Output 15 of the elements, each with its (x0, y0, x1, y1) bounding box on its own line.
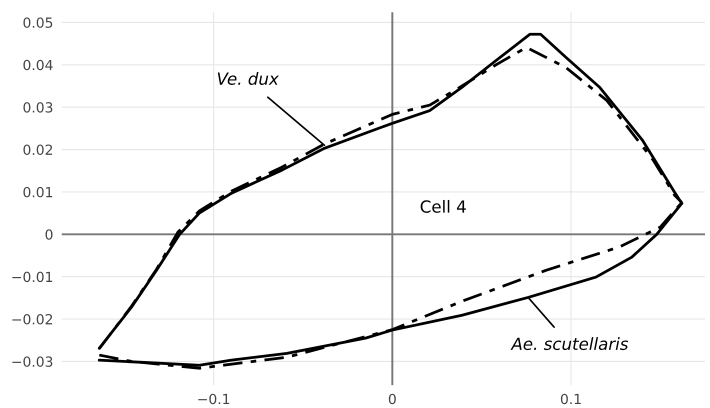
annotation: Ve. dux (218, 72, 279, 85)
x-tick-label: 0 (388, 394, 396, 404)
x-tick-label: 0.1 (560, 394, 581, 404)
annotation: Ae. scutellaris (510, 337, 628, 350)
y-tick-label: 0.04 (23, 60, 53, 70)
y-tick-label: 0.01 (23, 186, 52, 198)
annotation: Cell 4 (420, 200, 466, 213)
y-tick-label: 0 (46, 229, 53, 240)
y-tick-label: 0.05 (23, 17, 52, 28)
y-tick-label: −0.01 (12, 272, 52, 282)
y-tick-label: −0.03 (12, 356, 52, 367)
y-tick-label: 0.02 (23, 144, 52, 156)
x-tick-label: −0.1 (198, 394, 230, 404)
y-tick-label: −0.02 (12, 314, 52, 325)
y-tick-label: 0.03 (23, 102, 52, 113)
